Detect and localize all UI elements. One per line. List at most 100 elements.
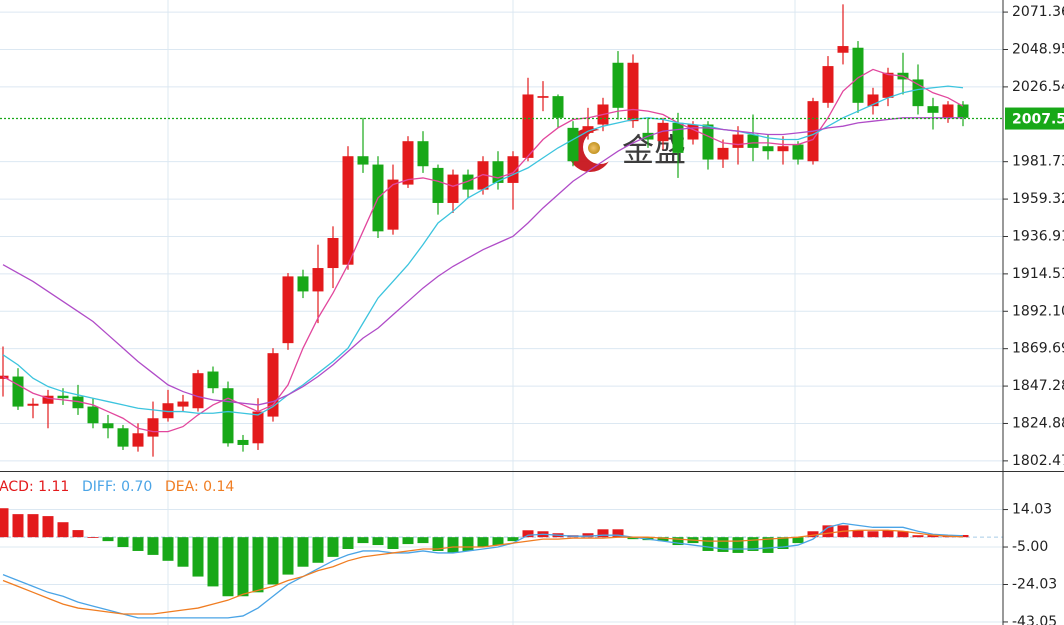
candle-body — [927, 106, 939, 113]
candle-body — [417, 141, 429, 167]
macd-bar — [132, 537, 144, 551]
candle-body — [117, 428, 129, 447]
candle-body — [327, 238, 339, 269]
candle-body — [42, 395, 54, 404]
y-tick-label: 1936.91 — [1012, 228, 1064, 244]
macd-bar — [867, 531, 879, 538]
macd-bar — [732, 537, 744, 553]
candle-body — [222, 388, 234, 444]
macd-bar — [72, 530, 84, 538]
y-tick-label: -5.00 — [1012, 539, 1048, 555]
macd-bar — [282, 537, 294, 575]
candle-body — [837, 46, 849, 53]
macd-bar — [237, 537, 249, 597]
macd-bar — [372, 537, 384, 546]
macd-bar — [792, 537, 804, 544]
legend-entry: DEA: 0.14 — [165, 479, 234, 495]
macd-bar — [0, 508, 9, 538]
macd-bar — [477, 537, 489, 548]
macd-bar — [492, 537, 504, 546]
candle-body — [747, 134, 759, 148]
candle-body — [942, 104, 954, 118]
macd-bar — [162, 537, 174, 561]
macd-bar — [312, 537, 324, 563]
macd-bar — [507, 537, 519, 542]
candle-body — [957, 104, 969, 118]
macd-bar — [117, 537, 129, 548]
y-tick-label: -43.05 — [1012, 614, 1057, 625]
candle-body — [657, 122, 669, 142]
macd-bar — [327, 537, 339, 557]
candle-body — [342, 156, 354, 265]
y-tick-label: 1981.73 — [1012, 154, 1064, 170]
candle-body — [267, 353, 279, 417]
macd-bar — [852, 530, 864, 538]
candle-body — [687, 124, 699, 140]
macd-bar — [342, 537, 354, 549]
macd-bar — [252, 537, 264, 593]
candle-body — [12, 376, 24, 407]
candle-body — [447, 174, 459, 203]
macd-bar — [912, 535, 924, 538]
candle-body — [717, 147, 729, 160]
candle-body — [357, 156, 369, 165]
candle-body — [237, 439, 249, 445]
macd-bar — [357, 537, 369, 544]
macd-bar — [87, 537, 99, 538]
candle-body — [777, 146, 789, 152]
last-price-label-box — [1005, 107, 1064, 130]
candle-body — [282, 276, 294, 344]
macd-bar — [762, 537, 774, 553]
moving-average-line — [2, 85, 964, 416]
candle-body — [912, 79, 924, 107]
macd-bar — [42, 516, 54, 538]
macd-bar — [897, 531, 909, 538]
macd-bar — [747, 537, 759, 551]
macd-bar — [627, 537, 639, 540]
candle-body — [147, 418, 159, 437]
candle-body — [132, 433, 144, 447]
candle-body — [192, 373, 204, 409]
macd-bar — [147, 537, 159, 555]
candle-body — [522, 94, 534, 158]
candle-body — [612, 62, 624, 108]
y-tick-label: 1869.69 — [1012, 341, 1064, 357]
moving-average-line — [2, 117, 963, 406]
candle-body — [477, 161, 489, 190]
macd-bar — [207, 537, 219, 587]
macd-bar — [657, 537, 669, 542]
candle-body — [177, 401, 189, 407]
macd-bar — [597, 529, 609, 538]
candle-body — [822, 66, 834, 103]
candle-body — [507, 156, 519, 183]
macd-bar — [297, 537, 309, 567]
candle-body — [102, 423, 114, 429]
candle-body — [492, 161, 504, 183]
candle-body — [537, 96, 549, 98]
y-tick-label: 1824.88 — [1012, 415, 1064, 431]
candle-body — [402, 141, 414, 185]
y-tick-label: 1914.51 — [1012, 266, 1064, 282]
macd-bar — [222, 537, 234, 597]
grid-layer — [0, 0, 1003, 625]
candle-body — [627, 62, 639, 122]
candle-body — [297, 276, 309, 292]
candle-body — [852, 47, 864, 103]
macd-bar — [12, 514, 24, 538]
candle-body — [72, 396, 84, 409]
y-tick-label: 1959.32 — [1012, 191, 1064, 207]
candle-body — [552, 96, 564, 118]
candle-body — [312, 268, 324, 292]
macd-bar — [957, 534, 969, 538]
candle-body — [57, 395, 69, 399]
macd-line — [2, 522, 964, 619]
macd-bar — [57, 522, 69, 538]
macd-bar — [612, 529, 624, 538]
macd-bar — [177, 537, 189, 567]
macd-panel: MACD: 1.11 DIFF: 0.70 DEA: 0.14 — [0, 479, 1003, 619]
y-tick-label: 1892.10 — [1012, 303, 1064, 319]
macd-bar — [927, 535, 939, 538]
macd-bar — [717, 537, 729, 552]
candle-body — [762, 146, 774, 152]
